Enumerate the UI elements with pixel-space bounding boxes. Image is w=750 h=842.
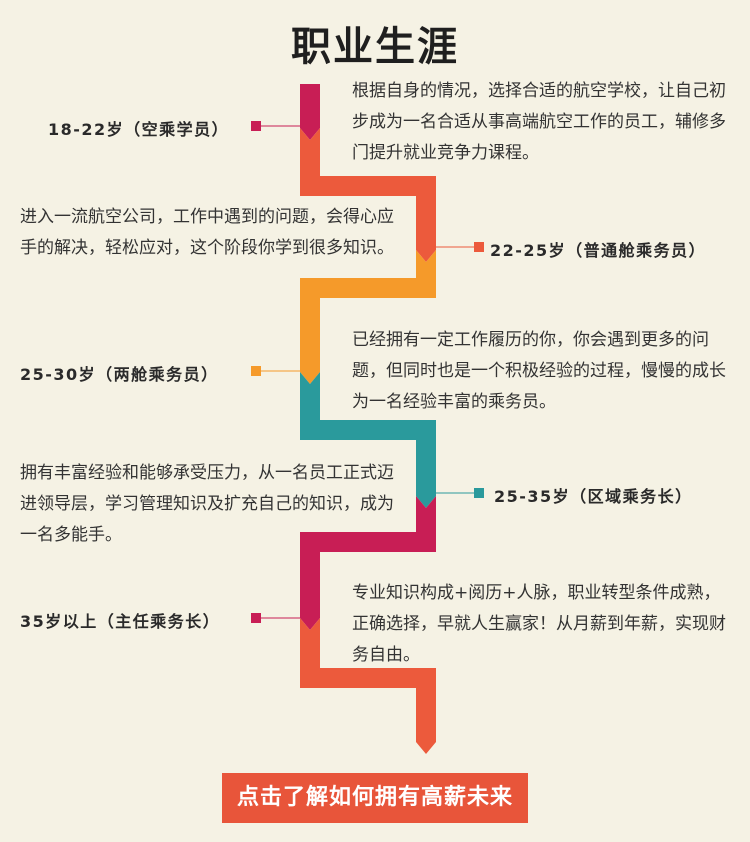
stage-label-2: 22-25岁（普通舱乘务员） [490, 241, 707, 260]
path-segment-6 [300, 618, 436, 754]
path-segment-2 [300, 128, 436, 262]
stage-description-3: 已经拥有一定工作履历的你，你会遇到更多的问题，但同时也是一个积极经验的过程，慢慢… [352, 330, 726, 412]
stage-label-1: 18-22岁（空乘学员） [48, 120, 230, 139]
stage-description-4: 拥有丰富经验和能够承受压力，从一名员工正式迈进领导层，学习管理知识及扩充自己的知… [20, 463, 394, 545]
stage-connector-4 [436, 488, 484, 498]
page-title: 职业生涯 [291, 24, 459, 70]
learn-more-button[interactable]: 点击了解如何拥有高薪未来 [222, 773, 528, 823]
stage-description-1: 根据自身的情况，选择合适的航空学校，让自己初步成为一名合适从事高端航空工作的员工… [352, 81, 726, 163]
path-segment-5 [300, 496, 436, 630]
stage-connector-1 [251, 121, 300, 131]
path-segment-3 [300, 250, 436, 384]
stage-connector-2 [436, 242, 484, 252]
stage-label-3: 25-30岁（两舱乘务员） [20, 365, 219, 384]
stage-description-2: 进入一流航空公司，工作中遇到的问题，会得心应手的解决，轻松应对，这个阶段你学到很… [20, 207, 394, 258]
stage-label-4: 25-35岁（区域乘务长） [494, 487, 693, 506]
stage-label-5: 35岁以上（主任乘务长） [20, 612, 221, 631]
stage-connector-3 [251, 366, 300, 376]
stage-description-5: 专业知识构成+阅历+人脉，职业转型条件成熟，正确选择，早就人生赢家！从月薪到年薪… [352, 583, 726, 665]
path-segment-1 [300, 84, 320, 140]
stage-connector-5 [251, 613, 300, 623]
path-segment-4 [300, 372, 436, 508]
